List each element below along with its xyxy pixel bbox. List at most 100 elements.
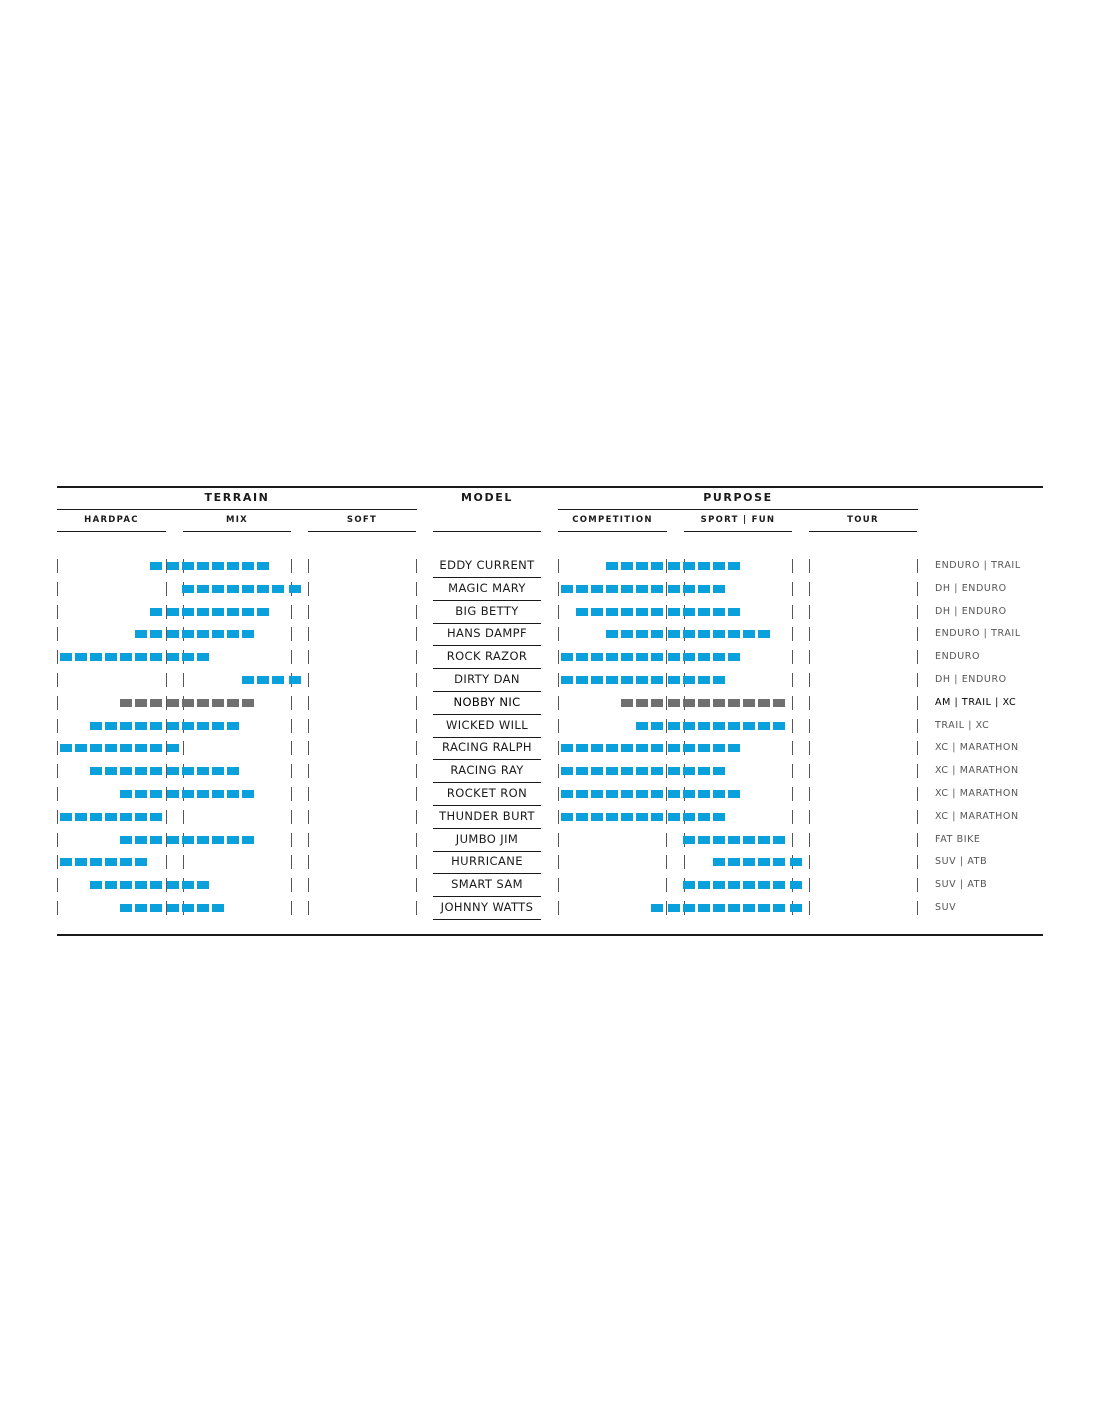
terrain-separator — [308, 559, 309, 573]
terrain-bar-block — [227, 767, 239, 776]
purpose-bar-block — [651, 812, 663, 821]
terrain-separator — [416, 855, 417, 870]
terrain-separator — [308, 787, 309, 801]
purpose-separator — [809, 718, 810, 733]
purpose-bar-block — [621, 630, 633, 639]
purpose-separator — [917, 809, 918, 824]
purpose-bar-block — [698, 881, 710, 890]
terrain-bar-block — [120, 653, 132, 662]
purpose-separator — [558, 809, 559, 824]
terrain-separator — [416, 604, 417, 619]
use-label: SUV — [935, 902, 957, 913]
purpose-bar-block — [698, 630, 710, 639]
terrain-bar-block — [257, 562, 269, 570]
sport-fun-underline — [684, 531, 792, 532]
purpose-bar-block — [591, 790, 603, 798]
purpose-bar-block — [606, 607, 618, 616]
purpose-bar-block — [651, 562, 663, 570]
use-label: AM | TRAIL | XC — [935, 696, 1017, 708]
purpose-bar-block — [606, 653, 618, 662]
model-underline — [433, 850, 541, 852]
terrain-separator — [416, 787, 417, 801]
purpose-bar-block — [698, 584, 710, 593]
hardpac-underline — [57, 531, 166, 532]
purpose-bar-block — [743, 835, 755, 844]
use-label: ENDURO | TRAIL — [935, 628, 1021, 640]
terrain-bar-block — [60, 812, 72, 821]
purpose-bar-block — [621, 562, 633, 570]
model-underline — [433, 691, 541, 692]
terrain-bar-block — [135, 790, 147, 798]
terrain-separator — [416, 695, 417, 710]
terrain-bar-block — [167, 653, 179, 662]
purpose-bar-block — [561, 676, 573, 684]
terrain-bar-block — [212, 630, 224, 639]
purpose-bar-block — [576, 676, 588, 684]
model-name: SMART SAM — [451, 877, 523, 892]
use-label: XC | MARATHON — [935, 810, 1019, 822]
terrain-header-underline — [57, 509, 417, 510]
terrain-bar-block — [197, 630, 209, 639]
terrain-bar-block — [167, 721, 179, 730]
purpose-separator — [666, 787, 667, 801]
purpose-bar-block — [651, 607, 663, 616]
terrain-bar-block — [182, 630, 194, 639]
terrain-bar-block — [105, 858, 117, 867]
terrain-bar-block — [150, 630, 162, 639]
terrain-bar-block — [257, 607, 269, 616]
purpose-separator — [558, 832, 559, 847]
terrain-separator — [291, 741, 292, 756]
terrain-separator — [308, 581, 309, 596]
terrain-bar-block — [120, 835, 132, 844]
terrain-bar-block — [75, 744, 87, 753]
terrain-bar-block — [150, 767, 162, 776]
terrain-bar-block — [105, 653, 117, 662]
terrain-separator — [291, 901, 292, 915]
purpose-bar-block — [591, 584, 603, 593]
terrain-bar-block — [120, 790, 132, 798]
purpose-bar-block — [728, 835, 740, 844]
terrain-bar-block — [197, 881, 209, 890]
terrain-bar-block — [197, 653, 209, 662]
purpose-separator — [792, 764, 793, 779]
purpose-bar-block — [758, 904, 770, 912]
purpose-bar-block — [773, 904, 785, 912]
purpose-separator — [792, 741, 793, 756]
terrain-separator — [416, 901, 417, 915]
purpose-bar-block — [713, 562, 725, 570]
purpose-bar-block — [683, 653, 695, 662]
terrain-bar-block — [105, 721, 117, 730]
purpose-separator — [917, 741, 918, 756]
purpose-bar-block — [576, 744, 588, 753]
terrain-separator — [416, 718, 417, 733]
terrain-bar-block — [75, 812, 87, 821]
purpose-bar-block — [621, 607, 633, 616]
terrain-separator — [308, 878, 309, 893]
terrain-bar-block — [197, 698, 209, 707]
terrain-separator — [416, 673, 417, 687]
model-header: MODEL — [461, 491, 513, 504]
purpose-bar-block — [621, 790, 633, 798]
purpose-bar-block — [728, 790, 740, 798]
terrain-separator — [308, 695, 309, 710]
purpose-bar-block — [683, 904, 695, 912]
terrain-separator — [57, 901, 58, 915]
terrain-separator — [308, 718, 309, 733]
purpose-bar-block — [698, 676, 710, 684]
purpose-bar-block — [773, 858, 785, 867]
terrain-bar-block — [75, 858, 87, 867]
purpose-bar-block — [561, 767, 573, 776]
col-soft: SOFT — [346, 515, 378, 525]
terrain-bar-block — [60, 653, 72, 662]
terrain-separator — [416, 581, 417, 596]
competition-underline — [558, 531, 667, 532]
terrain-bar-block — [135, 835, 147, 844]
terrain-bar-block — [197, 584, 209, 593]
purpose-bar-block — [683, 698, 695, 707]
purpose-bar-block — [668, 744, 680, 753]
purpose-separator — [558, 559, 559, 573]
terrain-bar-block — [212, 904, 224, 912]
purpose-bar-block — [728, 698, 740, 707]
model-underline — [433, 713, 541, 715]
purpose-separator — [558, 581, 559, 596]
